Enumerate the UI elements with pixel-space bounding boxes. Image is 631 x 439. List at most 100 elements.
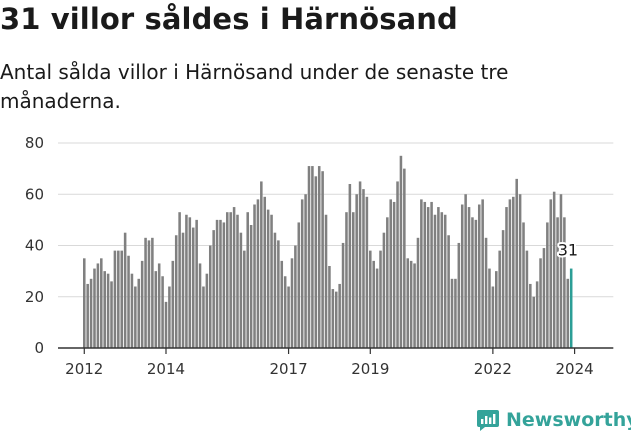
bar xyxy=(181,232,185,348)
bar xyxy=(549,199,553,348)
bar xyxy=(168,286,171,348)
bar xyxy=(277,240,280,348)
bar xyxy=(433,214,437,348)
newsworthy-logo-icon xyxy=(477,410,499,431)
chart-title: 31 villor såldes i Härnösand xyxy=(0,2,458,36)
bar xyxy=(539,258,542,348)
bar xyxy=(372,260,375,348)
bar xyxy=(229,212,232,348)
bar xyxy=(157,263,161,348)
bar xyxy=(426,207,430,348)
bar xyxy=(386,217,389,348)
bar xyxy=(338,283,341,348)
bar xyxy=(501,230,505,348)
bar xyxy=(324,214,328,348)
bar xyxy=(106,273,110,348)
bar xyxy=(542,248,546,348)
chart-subtitle: Antal sålda villor i Härnösand under de … xyxy=(0,60,509,113)
bar xyxy=(283,276,287,348)
annotation: 31 xyxy=(556,239,580,262)
bar xyxy=(215,219,219,348)
bar xyxy=(535,281,539,348)
newsworthy-logo[interactable]: Newsworthy xyxy=(476,408,631,432)
bar xyxy=(249,225,253,348)
bar xyxy=(464,194,467,348)
bar xyxy=(348,184,352,348)
bar xyxy=(212,230,215,348)
bars xyxy=(83,155,573,348)
bar xyxy=(518,194,522,348)
bar xyxy=(443,214,447,348)
bar xyxy=(307,166,311,348)
bar xyxy=(311,166,314,348)
bar xyxy=(477,204,481,348)
bar xyxy=(86,283,89,348)
bar xyxy=(154,271,158,348)
bar xyxy=(232,207,236,348)
bar xyxy=(566,278,570,348)
bar xyxy=(375,268,379,348)
bar xyxy=(430,201,433,348)
bar xyxy=(423,201,427,348)
bar xyxy=(546,222,549,348)
bar xyxy=(406,258,410,348)
bar xyxy=(208,245,212,348)
x-tick-label: 2019 xyxy=(351,360,389,378)
bar xyxy=(351,212,355,348)
bar xyxy=(191,227,195,348)
bar xyxy=(144,237,147,348)
bar xyxy=(365,196,369,348)
bar xyxy=(294,245,297,348)
bar xyxy=(317,166,321,348)
bar xyxy=(297,222,301,348)
bar xyxy=(120,250,124,348)
bar xyxy=(270,214,273,348)
bar xyxy=(389,199,392,348)
bar xyxy=(130,273,134,348)
bar xyxy=(495,271,498,348)
bar xyxy=(134,286,137,348)
bar xyxy=(355,194,358,348)
y-tick-label: 20 xyxy=(25,288,44,306)
x-axis-ticks: 2012 2014 2017 2019 2022 2024 xyxy=(65,348,594,378)
bar xyxy=(362,189,365,348)
bar xyxy=(236,214,239,348)
x-tick-label: 2012 xyxy=(65,360,103,378)
bar xyxy=(331,289,335,348)
newsworthy-logo-text: Newsworthy xyxy=(506,409,631,431)
bar xyxy=(488,268,491,348)
bar xyxy=(467,207,471,348)
bar xyxy=(110,281,113,348)
bar xyxy=(103,271,106,348)
bar xyxy=(290,258,294,348)
y-tick-label: 40 xyxy=(25,237,44,255)
bar xyxy=(409,260,413,348)
bar xyxy=(392,201,396,348)
bar xyxy=(491,286,495,348)
y-tick-label: 60 xyxy=(25,185,44,203)
bar xyxy=(314,176,318,348)
x-tick-label: 2014 xyxy=(147,360,185,378)
bar xyxy=(100,258,103,348)
bar xyxy=(474,219,478,348)
bar-chart: 0 20 40 60 80 2012 2014 2017 2019 2022 2024 31 xyxy=(25,134,614,378)
bar xyxy=(202,286,205,348)
bar xyxy=(178,212,181,348)
bar xyxy=(454,278,457,348)
bar xyxy=(226,212,229,348)
bar xyxy=(198,263,202,348)
bar xyxy=(341,242,345,348)
bar xyxy=(188,217,192,348)
bar xyxy=(440,212,444,348)
bar xyxy=(457,242,461,348)
bar-latest xyxy=(569,268,573,348)
bar xyxy=(93,268,96,348)
bar xyxy=(379,250,382,348)
bar xyxy=(222,222,226,348)
bar xyxy=(304,194,307,348)
bar xyxy=(164,301,168,348)
bar xyxy=(369,250,372,348)
bar xyxy=(96,263,100,348)
bar xyxy=(403,168,406,348)
bar xyxy=(123,232,127,348)
